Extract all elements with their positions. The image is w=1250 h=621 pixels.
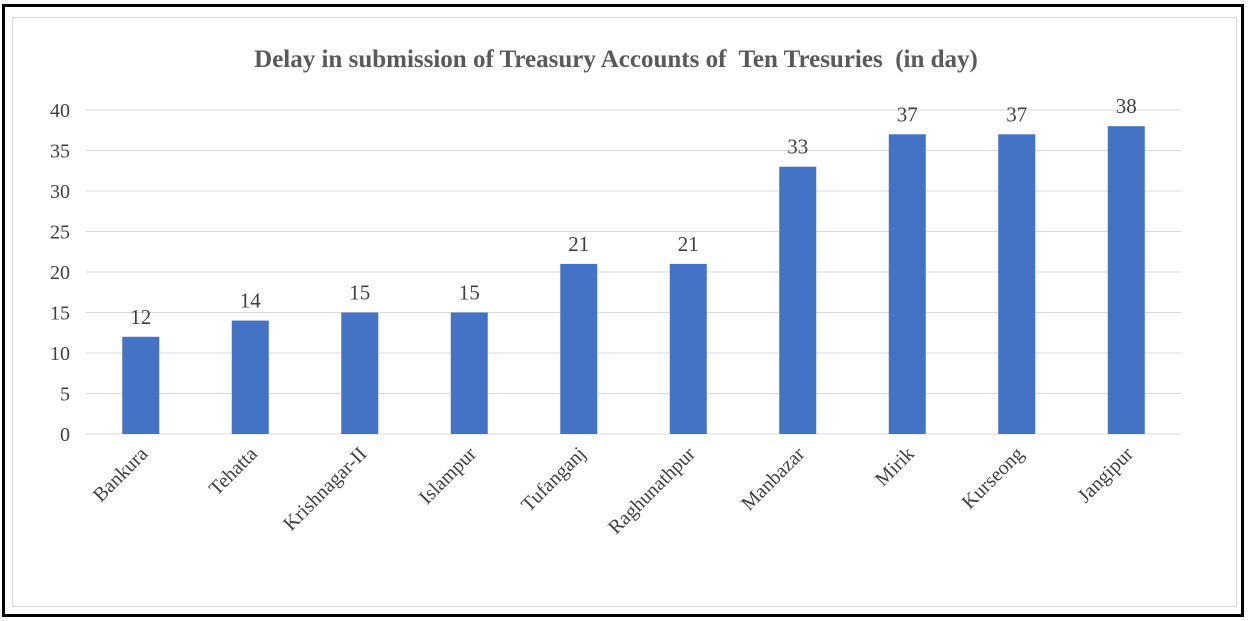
bars xyxy=(122,126,1145,435)
y-tick-label: 20 xyxy=(50,262,70,284)
category-label: Mirik xyxy=(871,443,919,491)
y-tick-label: 30 xyxy=(50,181,70,203)
category-label: Krishnagar-II xyxy=(279,443,371,535)
category-label: Kurseong xyxy=(958,443,1029,514)
y-tick-label: 5 xyxy=(60,384,70,406)
data-label: 15 xyxy=(459,281,480,305)
category-label: Tufanganj xyxy=(517,443,590,516)
category-label: Islampur xyxy=(415,443,481,509)
data-label: 12 xyxy=(130,305,151,329)
bar xyxy=(231,320,269,434)
bar xyxy=(450,312,488,434)
outer-border xyxy=(2,4,1244,617)
data-label: 15 xyxy=(349,281,370,305)
x-axis-labels: Bankura Tehatta Krishnagar-II Islampur Tufan… xyxy=(89,443,1138,539)
bar xyxy=(779,166,817,434)
category-label: Raghunathpur xyxy=(604,443,700,539)
bar xyxy=(341,312,379,434)
bar xyxy=(669,263,707,434)
y-tick-label: 25 xyxy=(50,222,70,244)
y-tick-label: 10 xyxy=(50,343,70,365)
y-tick-label: 15 xyxy=(50,303,70,325)
category-label: Bankura xyxy=(89,443,153,507)
y-tick-label: 40 xyxy=(50,100,70,122)
category-label: Tehatta xyxy=(205,443,262,500)
data-label: 21 xyxy=(568,232,589,256)
data-label: 14 xyxy=(240,289,262,313)
data-label: 33 xyxy=(787,135,808,159)
data-labels: 12 14 15 15 21 21 33 37 37 38 xyxy=(130,94,1137,329)
chart-area-border xyxy=(12,17,1237,607)
bar xyxy=(122,336,160,434)
bar xyxy=(888,134,926,435)
category-label: Jangipur xyxy=(1074,443,1139,508)
data-label: 38 xyxy=(1116,94,1137,118)
category-label: Manbazar xyxy=(737,443,809,515)
chart-title: Delay in submission of Treasury Accounts… xyxy=(254,46,978,73)
data-label: 21 xyxy=(678,232,699,256)
bar xyxy=(998,134,1036,435)
y-tick-label: 0 xyxy=(60,424,70,446)
y-axis-ticks: 0 5 10 15 20 25 30 35 40 xyxy=(50,100,70,446)
bar xyxy=(560,263,598,434)
data-label: 37 xyxy=(1006,102,1027,126)
data-label: 37 xyxy=(897,102,918,126)
bar xyxy=(1107,126,1145,434)
y-tick-label: 35 xyxy=(50,141,70,163)
